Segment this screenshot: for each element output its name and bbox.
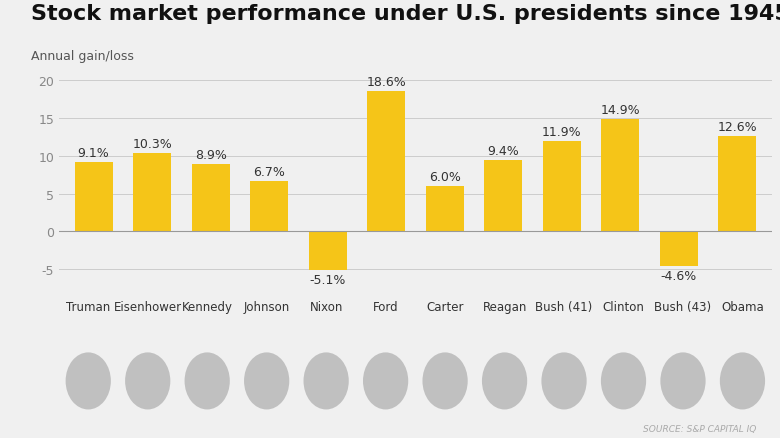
Text: -4.6%: -4.6% [661, 270, 697, 283]
Bar [75, 163, 112, 232]
Bar [133, 154, 171, 232]
Text: 18.6%: 18.6% [367, 75, 406, 88]
Text: Obama: Obama [721, 300, 764, 313]
Text: Carter: Carter [427, 300, 464, 313]
Text: Eisenhower: Eisenhower [114, 300, 182, 313]
Bar [426, 187, 463, 232]
Bar [192, 165, 229, 232]
Text: 6.7%: 6.7% [254, 165, 285, 178]
Text: SOURCE: S&P CAPITAL IQ: SOURCE: S&P CAPITAL IQ [644, 424, 757, 433]
Bar [250, 181, 288, 232]
Text: 14.9%: 14.9% [601, 103, 640, 117]
Text: -5.1%: -5.1% [310, 273, 346, 286]
Text: 11.9%: 11.9% [542, 126, 581, 139]
Text: 9.4%: 9.4% [488, 145, 519, 158]
Text: Truman: Truman [66, 300, 110, 313]
Text: Ford: Ford [373, 300, 399, 313]
Text: 9.1%: 9.1% [78, 147, 109, 160]
Bar [660, 232, 697, 267]
Text: 10.3%: 10.3% [133, 138, 172, 151]
Text: Annual gain/loss: Annual gain/loss [31, 50, 134, 64]
Text: Clinton: Clinton [603, 300, 644, 313]
Text: 8.9%: 8.9% [195, 148, 226, 162]
Bar [601, 119, 639, 232]
Text: Johnson: Johnson [243, 300, 290, 313]
Text: Stock market performance under U.S. presidents since 1945: Stock market performance under U.S. pres… [31, 4, 780, 25]
Bar [484, 161, 522, 232]
Text: Bush (43): Bush (43) [654, 300, 711, 313]
Bar [543, 142, 580, 232]
Text: Kennedy: Kennedy [182, 300, 232, 313]
Bar [367, 92, 405, 232]
Bar [718, 137, 756, 232]
Text: Nixon: Nixon [310, 300, 343, 313]
Text: 12.6%: 12.6% [718, 121, 757, 134]
Text: 6.0%: 6.0% [429, 170, 460, 184]
Text: Reagan: Reagan [482, 300, 526, 313]
Bar [309, 232, 346, 270]
Text: Bush (41): Bush (41) [535, 300, 593, 313]
